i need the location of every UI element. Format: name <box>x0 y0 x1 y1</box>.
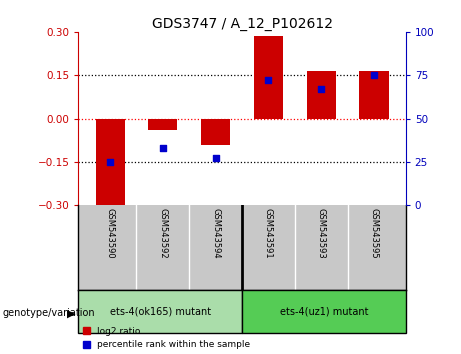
Bar <box>95 119 124 207</box>
Text: GSM543594: GSM543594 <box>211 208 220 258</box>
Text: GSM543590: GSM543590 <box>106 208 114 258</box>
Text: ▶: ▶ <box>67 308 76 318</box>
Point <box>159 145 166 151</box>
Bar <box>307 71 336 119</box>
Legend: log2 ratio, percentile rank within the sample: log2 ratio, percentile rank within the s… <box>83 327 250 349</box>
Text: ets-4(uz1) mutant: ets-4(uz1) mutant <box>280 307 368 316</box>
Point <box>265 78 272 83</box>
Title: GDS3747 / A_12_P102612: GDS3747 / A_12_P102612 <box>152 17 332 31</box>
Point <box>370 73 378 78</box>
Bar <box>148 119 177 130</box>
Point <box>106 159 114 165</box>
Text: GSM543591: GSM543591 <box>264 208 273 258</box>
Text: GSM543595: GSM543595 <box>370 208 378 258</box>
Bar <box>201 119 230 144</box>
Text: GSM543592: GSM543592 <box>158 208 167 258</box>
Text: GSM543593: GSM543593 <box>317 208 326 259</box>
Bar <box>360 71 389 119</box>
Point <box>212 156 219 161</box>
Bar <box>254 36 283 119</box>
Text: ets-4(ok165) mutant: ets-4(ok165) mutant <box>110 307 211 316</box>
Point <box>318 86 325 92</box>
Bar <box>78 290 242 333</box>
Bar <box>242 290 406 333</box>
Text: genotype/variation: genotype/variation <box>2 308 95 318</box>
